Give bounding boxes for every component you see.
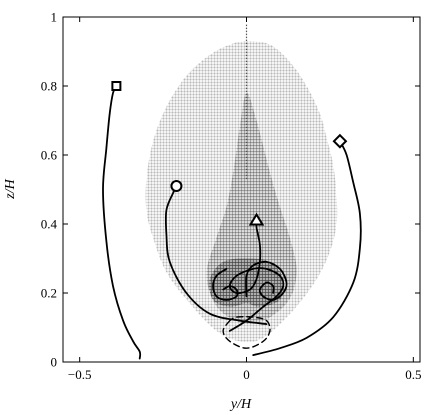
x-tick-label: −0.5	[68, 367, 92, 382]
y-tick-label: 0.2	[41, 286, 57, 301]
y-tick-label: 0.6	[41, 148, 58, 163]
y-tick-label: 0.8	[41, 79, 57, 94]
marker-square	[111, 81, 122, 91]
trajectory-solid-5	[212, 268, 239, 301]
x-tick-label: 0	[243, 367, 250, 382]
trajectory-square	[102, 85, 142, 360]
marker-diamond	[332, 133, 348, 149]
marker-triangle	[248, 212, 265, 226]
y-tick-label: 1	[51, 10, 58, 25]
y-axis-title: z/H	[3, 178, 18, 199]
y-tick-label: 0	[51, 355, 58, 370]
y-tick-label: 0.4	[41, 217, 58, 232]
plot-frame	[62, 16, 421, 363]
trajectory-diamond	[252, 140, 362, 356]
x-axis-title: y/H	[229, 397, 252, 412]
marker-circle	[170, 180, 183, 193]
x-tick-label: 0.5	[405, 367, 421, 382]
trajectory-solid-4	[245, 260, 288, 301]
